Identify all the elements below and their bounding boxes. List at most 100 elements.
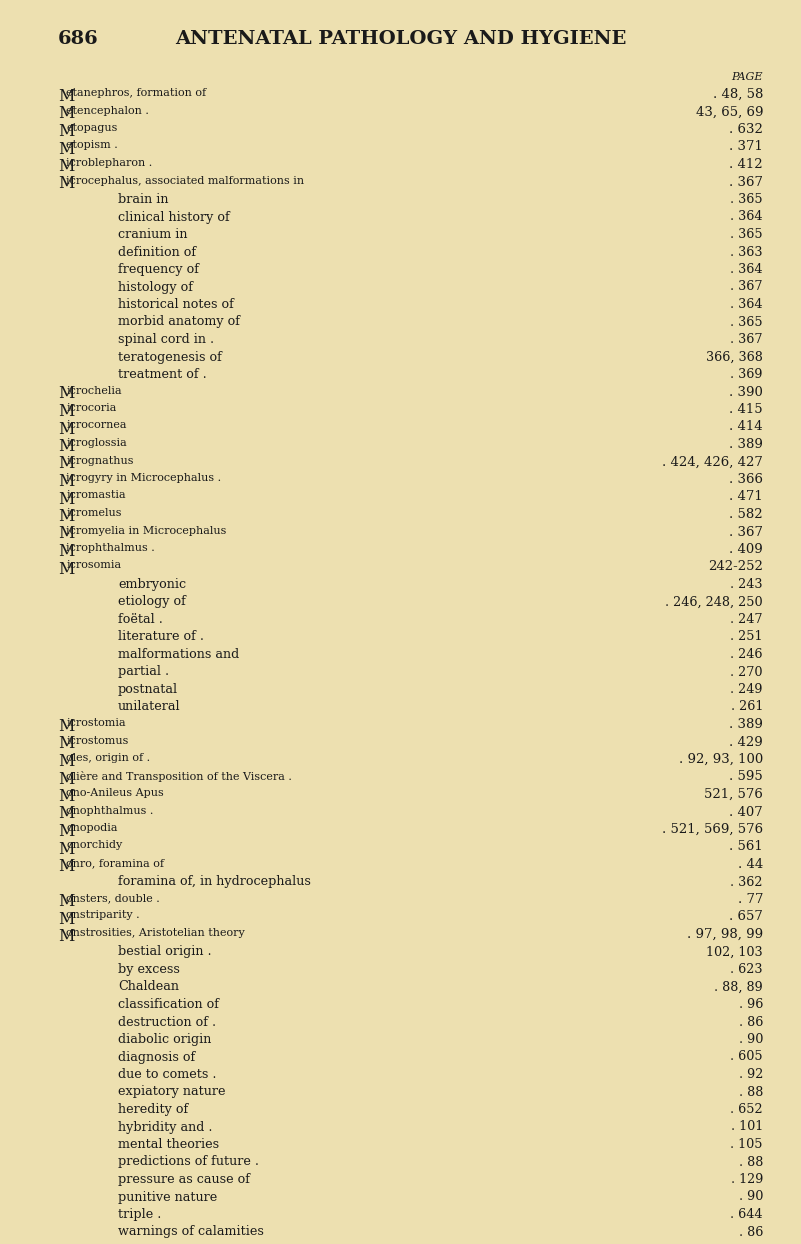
Text: morbid anatomy of: morbid anatomy of [118,316,240,328]
Text: . 90: . 90 [739,1191,763,1203]
Text: 43, 65, 69: 43, 65, 69 [695,106,763,118]
Text: . 365: . 365 [731,228,763,241]
Text: icrocephalus, associated malformations in: icrocephalus, associated malformations i… [66,175,304,185]
Text: . 92: . 92 [739,1069,763,1081]
Text: ono-Anileus Apus: ono-Anileus Apus [66,787,164,797]
Text: M: M [58,787,74,805]
Text: . 48, 58: . 48, 58 [713,88,763,101]
Text: . 101: . 101 [731,1121,763,1133]
Text: historical notes of: historical notes of [118,299,234,311]
Text: M: M [58,928,74,945]
Text: 686: 686 [58,30,99,49]
Text: M: M [58,824,74,840]
Text: . 247: . 247 [731,613,763,626]
Text: . 415: . 415 [730,403,763,415]
Text: icrocoria: icrocoria [66,403,117,413]
Text: M: M [58,141,74,158]
Text: onro, foramina of: onro, foramina of [66,858,164,868]
Text: triple .: triple . [118,1208,161,1222]
Text: brain in: brain in [118,193,168,207]
Text: heredity of: heredity of [118,1103,188,1116]
Text: . 92, 93, 100: . 92, 93, 100 [678,753,763,766]
Text: M: M [58,718,74,735]
Text: oles, origin of .: oles, origin of . [66,753,151,763]
Text: M: M [58,175,74,193]
Text: destruction of .: destruction of . [118,1015,216,1029]
Text: etiology of: etiology of [118,596,186,608]
Text: . 96: . 96 [739,998,763,1011]
Text: onstrosities, Aristotelian theory: onstrosities, Aristotelian theory [66,928,245,938]
Text: icromyelia in Microcephalus: icromyelia in Microcephalus [66,525,227,535]
Text: M: M [58,911,74,928]
Text: icrochelia: icrochelia [66,386,122,396]
Text: . 246: . 246 [731,648,763,661]
Text: foramina of, in hydrocephalus: foramina of, in hydrocephalus [118,876,311,888]
Text: . 270: . 270 [731,666,763,678]
Text: M: M [58,841,74,857]
Text: hybridity and .: hybridity and . [118,1121,212,1133]
Text: icromastia: icromastia [66,490,126,500]
Text: . 367: . 367 [729,175,763,189]
Text: spinal cord in .: spinal cord in . [118,333,214,346]
Text: predictions of future .: predictions of future . [118,1156,259,1168]
Text: . 246, 248, 250: . 246, 248, 250 [666,596,763,608]
Text: . 389: . 389 [729,718,763,731]
Text: M: M [58,473,74,490]
Text: M: M [58,490,74,508]
Text: 102, 103: 102, 103 [706,945,763,958]
Text: . 243: . 243 [731,578,763,591]
Text: unilateral: unilateral [118,700,180,714]
Text: embryonic: embryonic [118,578,186,591]
Text: . 367: . 367 [731,280,763,294]
Text: by excess: by excess [118,963,180,977]
Text: . 365: . 365 [731,193,763,207]
Text: icrocornea: icrocornea [66,420,127,430]
Text: . 88: . 88 [739,1086,763,1098]
Text: . 389: . 389 [729,438,763,452]
Text: clinical history of: clinical history of [118,210,230,224]
Text: . 88: . 88 [739,1156,763,1168]
Text: . 657: . 657 [729,911,763,923]
Text: etopagus: etopagus [66,123,118,133]
Text: M: M [58,561,74,577]
Text: bestial origin .: bestial origin . [118,945,211,958]
Text: punitive nature: punitive nature [118,1191,217,1203]
Text: cranium in: cranium in [118,228,187,241]
Text: . 364: . 364 [731,210,763,224]
Text: M: M [58,753,74,770]
Text: . 367: . 367 [729,525,763,539]
Text: . 409: . 409 [729,542,763,556]
Text: M: M [58,123,74,141]
Text: onsters, double .: onsters, double . [66,893,160,903]
Text: . 88, 89: . 88, 89 [714,980,763,994]
Text: . 414: . 414 [730,420,763,433]
Text: diabolic origin: diabolic origin [118,1033,211,1046]
Text: 521, 576: 521, 576 [704,787,763,801]
Text: malformations and: malformations and [118,648,239,661]
Text: . 367: . 367 [731,333,763,346]
Text: icroglossia: icroglossia [66,438,127,448]
Text: . 371: . 371 [729,141,763,153]
Text: icrophthalmus .: icrophthalmus . [66,542,155,554]
Text: . 623: . 623 [731,963,763,977]
Text: . 365: . 365 [731,316,763,328]
Text: M: M [58,542,74,560]
Text: teratogenesis of: teratogenesis of [118,351,222,363]
Text: histology of: histology of [118,280,193,294]
Text: etopism .: etopism . [66,141,119,151]
Text: expiatory nature: expiatory nature [118,1086,226,1098]
Text: pressure as cause of: pressure as cause of [118,1173,250,1186]
Text: icrognathus: icrognathus [66,455,134,465]
Text: . 362: . 362 [731,876,763,888]
Text: literature of .: literature of . [118,631,204,643]
Text: . 369: . 369 [731,368,763,381]
Text: etencephalon .: etencephalon . [66,106,149,116]
Text: olière and Transposition of the Viscera .: olière and Transposition of the Viscera … [66,770,292,781]
Text: due to comets .: due to comets . [118,1069,216,1081]
Text: M: M [58,525,74,542]
Text: M: M [58,386,74,403]
Text: . 364: . 364 [731,262,763,276]
Text: . 407: . 407 [729,806,763,819]
Text: Chaldean: Chaldean [118,980,179,994]
Text: icrostomia: icrostomia [66,718,126,728]
